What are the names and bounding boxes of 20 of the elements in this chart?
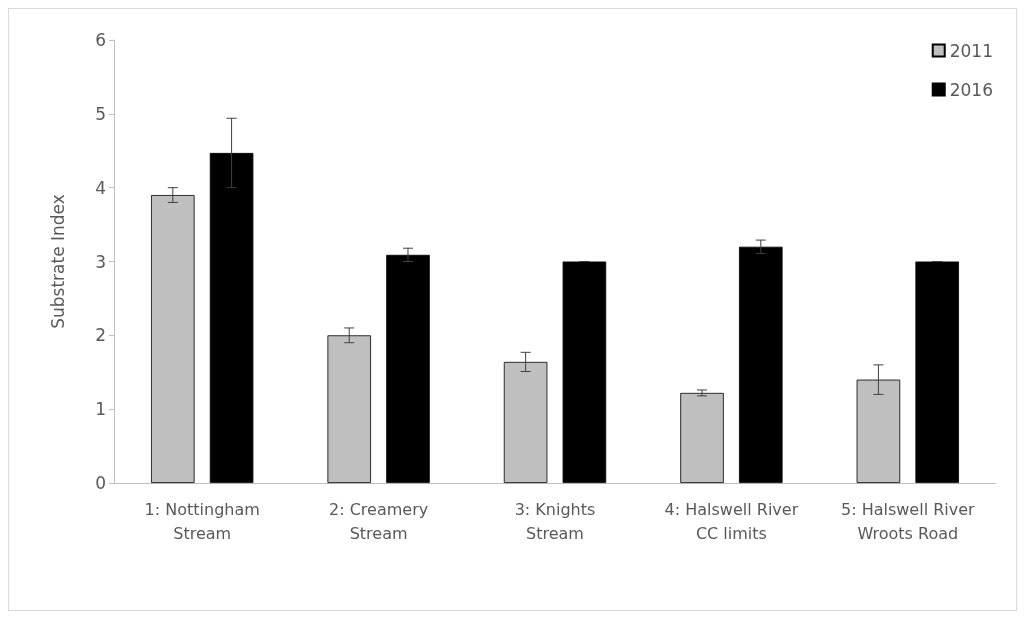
y-axis-title: Substrate Index xyxy=(47,194,68,329)
legend-label: 2016 xyxy=(949,79,993,100)
bar xyxy=(739,246,783,483)
y-tick-label: 2 xyxy=(95,325,106,346)
x-tick-label: 5: Halswell River Wroots Road xyxy=(840,499,976,543)
bar xyxy=(386,254,430,483)
x-tick-label: 4: Halswell River CC limits xyxy=(664,499,799,543)
x-tick-label: 2: Creamery Stream xyxy=(329,499,429,543)
y-tick-label: 0 xyxy=(95,473,106,493)
bar xyxy=(562,261,607,483)
x-tick-label: 3: Knights Stream xyxy=(514,499,596,543)
y-tick-label: 5 xyxy=(95,103,106,124)
y-tick-label: 3 xyxy=(95,251,106,272)
bar xyxy=(209,152,254,483)
legend-label: 2011 xyxy=(949,40,993,61)
y-tick-label: 6 xyxy=(95,30,106,50)
y-tick-label: 4 xyxy=(95,177,106,198)
bar xyxy=(915,261,959,483)
y-tick-label: 1 xyxy=(95,399,106,420)
x-tick-label: 1: Nottingham Stream xyxy=(144,499,260,543)
